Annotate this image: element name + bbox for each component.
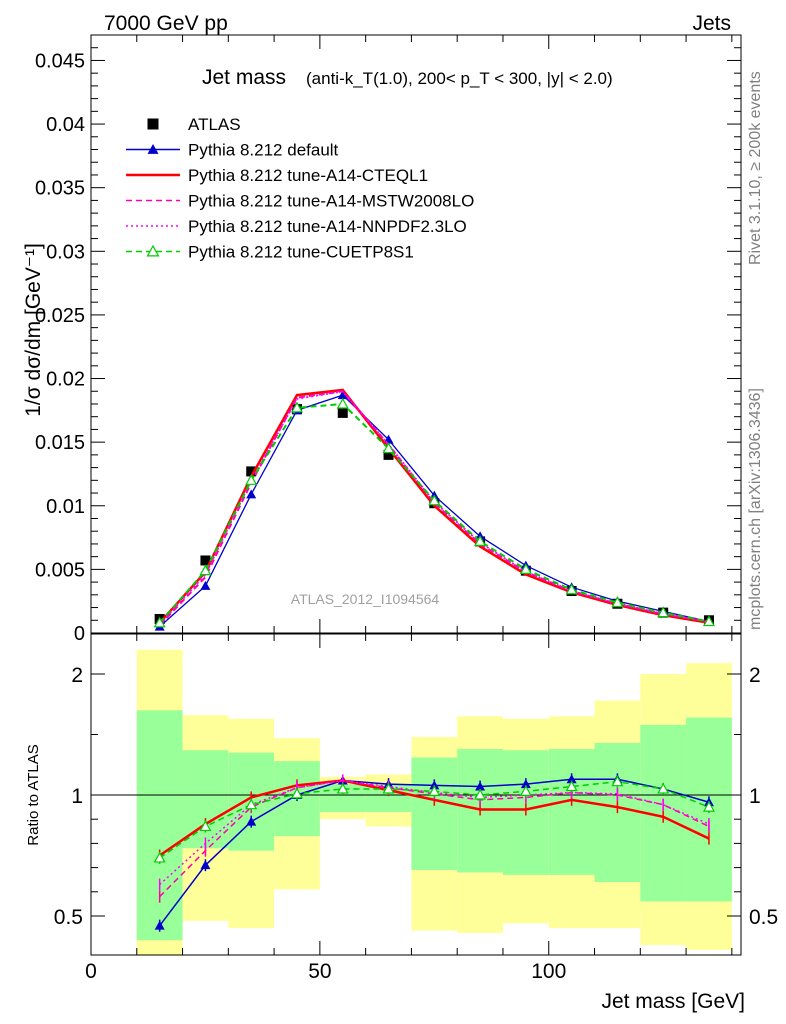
- ratio-point: [245, 798, 258, 810]
- main-point: [245, 474, 258, 485]
- main-point: [474, 535, 487, 546]
- ratio-point: [475, 781, 486, 791]
- main-y-tick-label: 0.02: [46, 369, 85, 391]
- main-y-tick-label: 0.04: [46, 114, 85, 136]
- x-tick-label: 0: [85, 960, 97, 983]
- ratio-point: [290, 787, 304, 799]
- main-y-tick-label: 0.015: [35, 432, 85, 454]
- legend-label-0: ATLAS: [188, 115, 241, 134]
- main-point: [702, 615, 715, 627]
- main-point: [246, 466, 257, 477]
- main-axis-ticks: 0 0.005 0.01 0.015 0.02 0.025 0.03 0.035 0.04 0.0…: [35, 35, 741, 645]
- legend-label-3: Pythia 8.212 tune-A14-MSTW2008LO: [188, 192, 474, 211]
- main-frame: [90, 34, 742, 634]
- legend-marker-1: [147, 144, 159, 154]
- main-panel: 0 0.005 0.01 0.015 0.02 0.025 0.03 0.035 0.04 0.0…: [22, 34, 742, 645]
- ratio-point: [199, 820, 212, 832]
- ratio-point: [154, 920, 165, 930]
- legend-marker-5: [146, 244, 160, 257]
- main-point: [337, 390, 348, 400]
- main-point: [199, 564, 212, 576]
- main-y-tick-label: 0: [74, 623, 85, 645]
- main-y-tick-label: 0.045: [35, 50, 85, 72]
- main-point: [383, 449, 394, 460]
- main-point: [336, 397, 349, 409]
- main-y-tick-label: 0.01: [46, 496, 85, 518]
- header-left: 7000 GeV pp: [104, 12, 228, 35]
- main-point: [611, 596, 624, 608]
- main-point: [246, 489, 257, 499]
- ratio-y-tick-label: 0.5: [54, 906, 83, 929]
- main-point: [200, 555, 211, 566]
- ratio-y-tick-label: 1: [71, 785, 83, 808]
- main-point: [519, 563, 532, 574]
- ratio-point: [519, 785, 532, 796]
- ratio-point: [520, 779, 531, 789]
- main-y-tick-label: 0.03: [46, 241, 85, 263]
- ratio-panel: 0.5 0.5 1 1 2 2 0 50 100 Ratio to ATLAS Jet mass…: [25, 633, 778, 1013]
- ratio-series-4: [153, 775, 715, 864]
- main-point: [428, 494, 441, 506]
- ratio-point: [566, 774, 577, 784]
- ratio-point: [702, 800, 715, 812]
- ratio-point: [565, 780, 578, 792]
- green-band-bin: [411, 757, 458, 871]
- main-point: [657, 606, 670, 618]
- ratio-point: [246, 816, 257, 826]
- ratio-frame: [90, 633, 742, 956]
- ratio-point: [153, 851, 166, 863]
- main-y-tick-label: 0.005: [35, 559, 85, 581]
- ratio-point: [429, 780, 440, 790]
- legend: ATLAS Pythia 8.212 default Pythia 8.212 tu…: [126, 115, 474, 262]
- ratio-axis-ticks: 0.5 0.5 1 1 2 2 0 50 100: [54, 634, 778, 983]
- x-axis-label: Jet mass [GeV]: [601, 990, 745, 1013]
- x-tick-label: 50: [308, 960, 331, 983]
- main-y-tick-label: 0.025: [35, 305, 85, 327]
- ratio-ylabel: Ratio to ATLAS: [25, 744, 42, 845]
- ratio-point: [428, 785, 441, 796]
- plot-title: Jet mass: [202, 66, 286, 89]
- ratio-point: [657, 782, 670, 794]
- ratio-point: [336, 782, 349, 794]
- legend-label-1: Pythia 8.212 default: [188, 141, 339, 160]
- main-series-5: [153, 397, 715, 628]
- main-point: [382, 442, 395, 454]
- ratio-point: [382, 782, 395, 794]
- legend-marker-0: [147, 118, 159, 130]
- ratio-y-tick-label-right: 1: [749, 785, 761, 808]
- ratio-point: [200, 860, 211, 870]
- main-point: [337, 407, 348, 418]
- plot-title-detail: (anti-k_T(1.0), 200< p_T < 300, |y| < 2.…: [306, 69, 613, 88]
- main-point: [153, 616, 166, 628]
- main-series-group: [153, 388, 715, 631]
- main-ylabel: 1/σ dσ/dm [GeV⁻¹]: [22, 243, 45, 417]
- green-band-bin: [548, 749, 595, 875]
- ratio-y-tick-label-right: 2: [749, 664, 761, 687]
- ratio-series-group: [153, 773, 715, 932]
- ratio-y-tick-label: 2: [71, 664, 83, 687]
- mcplots-label: mcplots.cern.ch [arXiv:1306.3436]: [747, 388, 764, 630]
- legend-label-2: Pythia 8.212 tune-A14-CTEQL1: [188, 166, 428, 185]
- rivet-label: Rivet 3.1.10, ≥ 200k events: [747, 71, 764, 265]
- ratio-point: [474, 788, 487, 800]
- main-y-tick-label: 0.035: [35, 178, 85, 200]
- x-tick-label: 100: [531, 960, 566, 983]
- watermark: ATLAS_2012_I1094564: [291, 591, 440, 607]
- main-point: [200, 580, 211, 590]
- ratio-point: [611, 775, 624, 787]
- legend-label-4: Pythia 8.212 tune-A14-NNPDF2.3LO: [188, 217, 467, 236]
- main-point: [290, 401, 304, 413]
- header-right: Jets: [692, 12, 731, 35]
- main-point: [565, 583, 578, 595]
- ratio-y-tick-label-right: 0.5: [749, 906, 778, 929]
- legend-label-5: Pythia 8.212 tune-CUETP8S1: [188, 243, 414, 262]
